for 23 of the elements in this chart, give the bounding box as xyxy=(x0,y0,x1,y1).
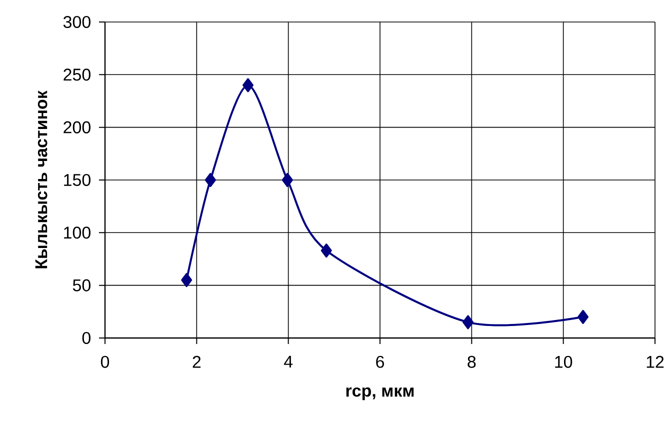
y-tick-label: 150 xyxy=(64,174,90,186)
x-tick-label: 8 xyxy=(468,356,476,368)
y-tick-label: 100 xyxy=(64,226,90,239)
x-tick-label: 4 xyxy=(284,356,293,368)
x-axis-title: rcp, мкм xyxy=(346,387,414,400)
point xyxy=(204,172,216,187)
y-axis-title: Кылькысть частинок xyxy=(35,90,48,268)
y-tick-label: 250 xyxy=(64,68,90,81)
point xyxy=(282,172,293,187)
y-tick-label: 200 xyxy=(64,121,90,134)
point xyxy=(181,273,192,288)
x-tick-label: 12 xyxy=(646,356,664,368)
y-tick-label: 0 xyxy=(82,332,90,344)
x-tick-label: 0 xyxy=(100,356,110,368)
x-tick-label: 2 xyxy=(192,356,201,368)
x-tick-label: 10 xyxy=(555,356,572,368)
point xyxy=(578,310,589,324)
y-tick-label: 300 xyxy=(63,16,90,28)
y-tick-label: 50 xyxy=(72,279,90,292)
point xyxy=(320,244,332,258)
point xyxy=(462,315,474,330)
x-tick-label: 6 xyxy=(376,356,384,368)
point xyxy=(242,78,254,92)
